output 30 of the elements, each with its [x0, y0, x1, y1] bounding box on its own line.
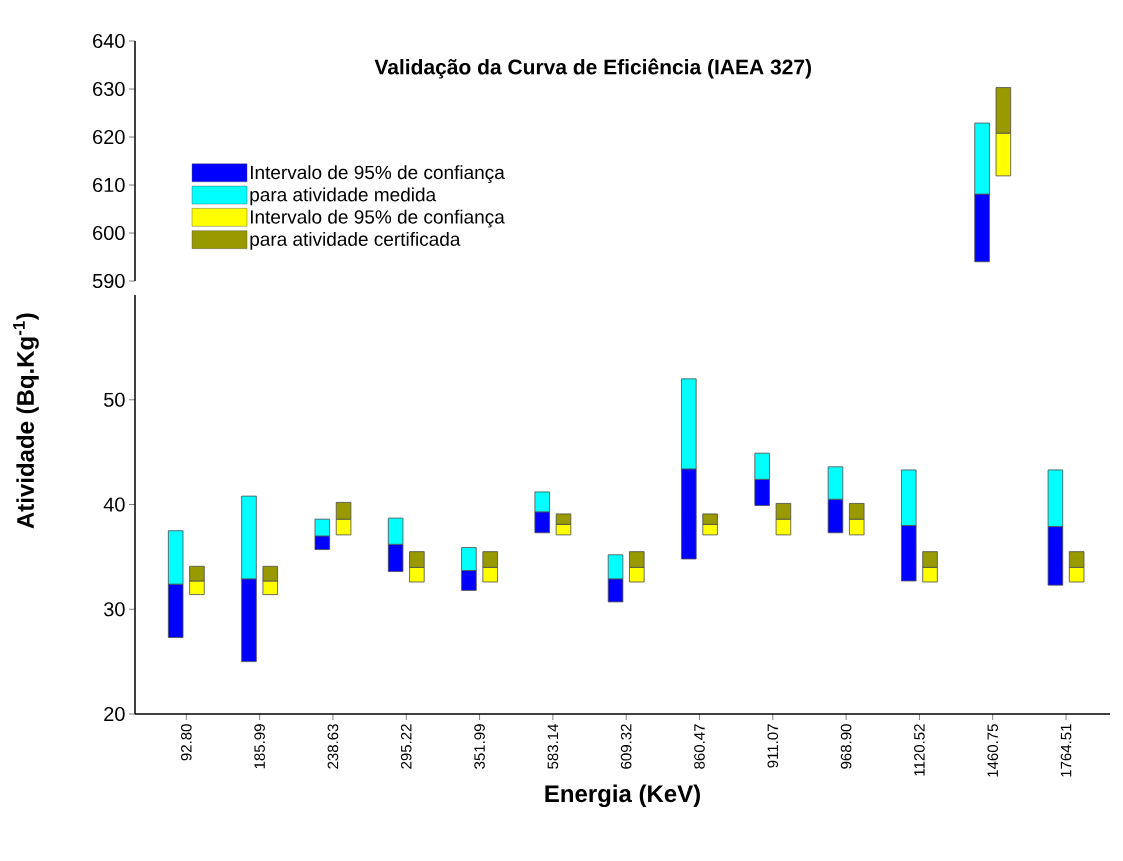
- y-tick-label: 30: [103, 602, 125, 617]
- x-tick-label: 238.63: [327, 724, 339, 769]
- y-tick-label: 50: [104, 392, 125, 407]
- x-tick-label: 351.99: [474, 724, 485, 769]
- x-tick-label: 1460.75: [987, 724, 999, 777]
- x-tick-label: 92.80: [181, 724, 192, 761]
- y-tick-label: 600: [93, 225, 125, 241]
- x-tick-label: 911.07: [767, 724, 779, 768]
- x-tick-label: 185.99: [254, 724, 265, 769]
- x-tick-label: 609.32: [620, 724, 632, 769]
- legend-label: para atividade certificada: [250, 231, 461, 250]
- y-tick-label: 620: [93, 129, 125, 145]
- x-axis-title: Energia (KeV): [545, 784, 700, 808]
- x-tick-label: 1120.52: [914, 724, 925, 776]
- y-tick-label: 630: [93, 81, 125, 97]
- x-tick-label: 583.14: [547, 723, 559, 769]
- legend-label: Intervalo de 95% de confiança: [250, 209, 505, 228]
- x-tick-label: 860.47: [694, 724, 705, 769]
- y-tick-label: 610: [93, 177, 125, 193]
- text: Validação da Curva de Eficiência (IAEA 327): [374, 58, 812, 79]
- x-tick-label: 295.22: [400, 724, 412, 769]
- y-tick-label: 40: [103, 497, 125, 512]
- x-tick-label: 1764.51: [1060, 724, 1072, 777]
- y-tick-label: 640: [93, 33, 125, 49]
- y-tick-label: 20: [104, 706, 125, 722]
- legend-label: Intervalo de 95% de confiança: [250, 165, 505, 183]
- y-axis-title: Atividade (Bq.Kg$^{-1}$): [13, 313, 39, 529]
- y-tick-label: 590: [92, 273, 125, 289]
- legend-label: para atividade medida: [250, 187, 437, 206]
- x-tick-label: 968.90: [840, 724, 852, 769]
